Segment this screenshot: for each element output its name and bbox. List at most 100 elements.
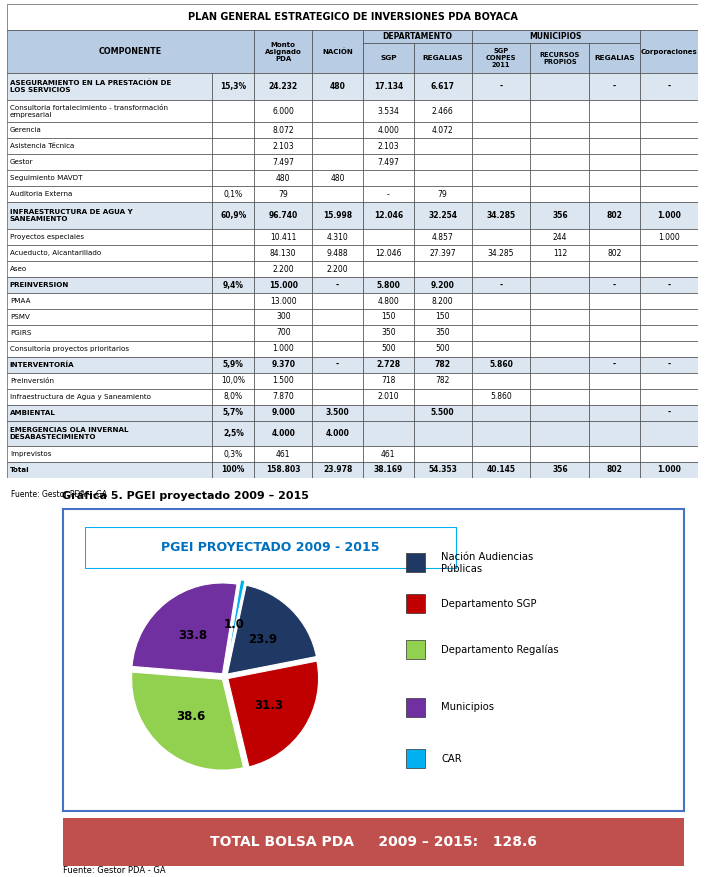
Bar <box>255 261 312 277</box>
Bar <box>255 73 312 100</box>
Text: DEPARTAMENTO: DEPARTAMENTO <box>382 32 453 41</box>
Text: 6.617: 6.617 <box>431 82 455 91</box>
Text: 1.0: 1.0 <box>224 618 245 631</box>
Bar <box>7 73 212 100</box>
Bar <box>212 123 255 139</box>
Text: 7.497: 7.497 <box>272 158 294 167</box>
Text: 350: 350 <box>436 328 450 338</box>
Text: MUNICIPIOS: MUNICIPIOS <box>529 32 582 41</box>
Bar <box>363 404 414 421</box>
Bar <box>589 170 640 186</box>
Bar <box>472 293 530 309</box>
Bar <box>255 277 312 293</box>
Bar <box>414 261 472 277</box>
Bar <box>414 341 472 357</box>
Bar <box>640 324 698 341</box>
Bar <box>589 389 640 404</box>
Text: 150: 150 <box>381 312 396 322</box>
Bar <box>589 261 640 277</box>
Text: Nación Audiencias
Públicas: Nación Audiencias Públicas <box>441 552 534 574</box>
Text: 84.130: 84.130 <box>270 249 297 258</box>
Text: 10.411: 10.411 <box>270 232 296 242</box>
Text: 96.740: 96.740 <box>269 211 298 220</box>
Bar <box>530 309 589 324</box>
Text: 5.860: 5.860 <box>490 392 512 401</box>
Bar <box>640 421 698 446</box>
Bar <box>363 100 414 123</box>
Text: 2.103: 2.103 <box>377 142 399 151</box>
Text: Consultoria fortalecimiento - transformación
empresarial: Consultoria fortalecimiento - transforma… <box>10 105 168 118</box>
Text: 38.169: 38.169 <box>374 466 403 474</box>
Bar <box>212 73 255 100</box>
Text: 2,5%: 2,5% <box>223 429 244 438</box>
Bar <box>472 203 530 229</box>
Bar <box>589 421 640 446</box>
Bar <box>212 154 255 170</box>
Text: 60,9%: 60,9% <box>220 211 247 220</box>
Bar <box>312 123 363 139</box>
Text: 33.8: 33.8 <box>178 629 207 642</box>
Bar <box>472 277 530 293</box>
Bar <box>212 404 255 421</box>
Bar <box>530 357 589 373</box>
Text: Departamento SGP: Departamento SGP <box>441 599 537 609</box>
Bar <box>414 446 472 462</box>
Bar <box>472 170 530 186</box>
Text: 356: 356 <box>552 466 568 474</box>
Bar <box>472 73 530 100</box>
Bar <box>255 309 312 324</box>
Text: 300: 300 <box>276 312 290 322</box>
Bar <box>406 697 425 717</box>
Bar <box>7 100 212 123</box>
Text: PMAA: PMAA <box>10 298 30 304</box>
Bar <box>530 100 589 123</box>
Text: -: - <box>336 281 339 289</box>
Bar <box>640 170 698 186</box>
Text: 2.103: 2.103 <box>272 142 294 151</box>
Bar <box>363 123 414 139</box>
Text: 27.397: 27.397 <box>429 249 456 258</box>
Bar <box>589 357 640 373</box>
Text: Monto
Asignado
PDA: Monto Asignado PDA <box>265 42 302 61</box>
Bar <box>363 186 414 203</box>
Bar <box>589 100 640 123</box>
Text: 2.728: 2.728 <box>376 360 400 369</box>
Bar <box>212 446 255 462</box>
Bar <box>472 186 530 203</box>
Bar <box>255 462 312 478</box>
Bar <box>414 293 472 309</box>
Bar <box>530 421 589 446</box>
Text: 802: 802 <box>607 466 623 474</box>
Bar <box>589 341 640 357</box>
Bar <box>530 203 589 229</box>
Bar <box>589 154 640 170</box>
Text: TOTAL BOLSA PDA     2009 – 2015:   128.6: TOTAL BOLSA PDA 2009 – 2015: 128.6 <box>210 836 537 849</box>
Bar <box>640 246 698 261</box>
Text: 100%: 100% <box>221 466 245 474</box>
Bar <box>7 277 212 293</box>
Text: 7.497: 7.497 <box>377 158 399 167</box>
Text: -: - <box>668 281 670 289</box>
Bar <box>472 462 530 478</box>
Bar <box>530 43 589 73</box>
Bar <box>363 389 414 404</box>
Bar <box>312 186 363 203</box>
Bar <box>312 203 363 229</box>
Text: -: - <box>613 82 616 91</box>
Bar <box>640 229 698 246</box>
Text: PSMV: PSMV <box>10 314 30 320</box>
Bar <box>212 170 255 186</box>
Text: 5.800: 5.800 <box>376 281 400 289</box>
Text: EMERGENCIAS OLA INVERNAL
DESABASTECIMIENTO: EMERGENCIAS OLA INVERNAL DESABASTECIMIEN… <box>10 427 128 440</box>
Bar <box>363 246 414 261</box>
Text: 54.353: 54.353 <box>428 466 457 474</box>
Bar <box>312 100 363 123</box>
Bar <box>312 341 363 357</box>
Text: Total: Total <box>10 467 30 473</box>
Bar <box>414 186 472 203</box>
Text: 9,4%: 9,4% <box>223 281 244 289</box>
Text: 5,7%: 5,7% <box>223 408 244 417</box>
Bar <box>363 373 414 389</box>
Bar <box>7 186 212 203</box>
Text: 9.200: 9.200 <box>431 281 455 289</box>
